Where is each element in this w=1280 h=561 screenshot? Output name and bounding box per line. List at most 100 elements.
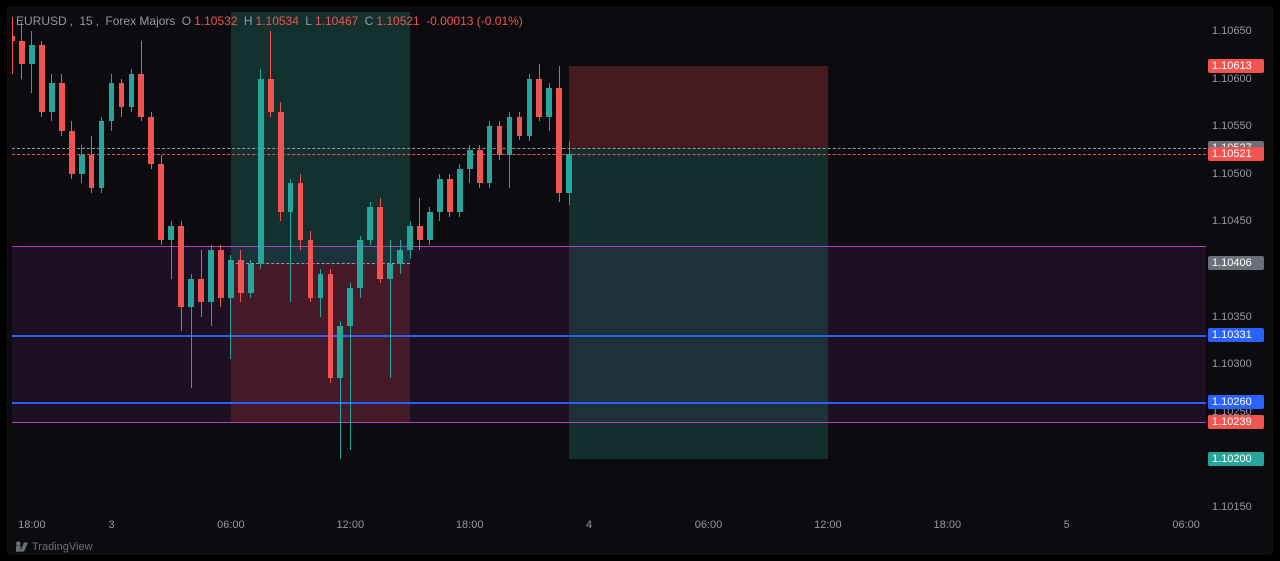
symbol-legend[interactable]: EURUSD, 15, Forex Majors O1.10532 H1.105… (16, 14, 526, 28)
time-tick: 06:00 (1172, 519, 1200, 531)
candle-body[interactable] (457, 169, 463, 212)
candle-body[interactable] (129, 74, 135, 107)
price-tag[interactable]: 1.10521 (1208, 147, 1264, 161)
horizontal-line[interactable] (12, 402, 1206, 404)
candle-body[interactable] (536, 79, 542, 117)
candle-body[interactable] (168, 226, 174, 240)
horizontal-line[interactable] (12, 154, 1206, 155)
candle-body[interactable] (377, 207, 383, 278)
candle-body[interactable] (178, 226, 184, 307)
candle-body[interactable] (447, 179, 453, 212)
candle-body[interactable] (228, 260, 234, 298)
candle-body[interactable] (527, 79, 533, 136)
time-tick: 06:00 (217, 519, 245, 531)
time-axis[interactable]: 18:00306:0012:0018:00406:0012:0018:00506… (12, 513, 1206, 541)
candle-body[interactable] (258, 79, 264, 265)
candle-body[interactable] (29, 45, 35, 64)
time-tick: 5 (1064, 519, 1070, 531)
candle-body[interactable] (99, 121, 105, 188)
ohlc-o: 1.10532 (194, 14, 237, 28)
candle-body[interactable] (268, 79, 274, 112)
candle-body[interactable] (198, 279, 204, 303)
candle-body[interactable] (417, 226, 423, 240)
candle-body[interactable] (437, 179, 443, 212)
ohlc-o-label: O (182, 14, 191, 28)
candle-body[interactable] (109, 83, 115, 121)
chart-frame: 1.106501.106001.105501.105001.104501.103… (6, 6, 1274, 555)
candle-body[interactable] (328, 274, 334, 379)
price-tick: 1.10350 (1206, 311, 1280, 323)
price-tick: 1.10550 (1206, 120, 1280, 132)
candle-body[interactable] (59, 83, 65, 131)
candle-body[interactable] (387, 264, 393, 278)
candle-body[interactable] (288, 183, 294, 212)
price-tick: 1.10450 (1206, 215, 1280, 227)
exchange-name: Forex Majors (105, 14, 175, 28)
tradingview-icon (16, 541, 28, 553)
candle-body[interactable] (487, 126, 493, 183)
tradingview-watermark[interactable]: TradingView (16, 541, 93, 553)
time-tick: 18:00 (18, 519, 46, 531)
candle-body[interactable] (556, 88, 562, 193)
candle-body[interactable] (49, 83, 55, 112)
candle-body[interactable] (517, 117, 523, 136)
ohlc-h-label: H (244, 14, 253, 28)
candle-body[interactable] (427, 212, 433, 241)
candle-body[interactable] (188, 279, 194, 308)
candle-body[interactable] (119, 83, 125, 107)
horizontal-line[interactable] (12, 246, 1206, 247)
watermark-text: TradingView (32, 541, 93, 553)
time-tick: 3 (108, 519, 114, 531)
symbol-name: EURUSD (16, 14, 67, 28)
candle-body[interactable] (357, 240, 363, 288)
price-axis[interactable]: 1.106501.106001.105501.105001.104501.103… (1206, 12, 1274, 507)
drawing-rectangle[interactable] (569, 148, 828, 459)
horizontal-line[interactable] (12, 422, 1206, 423)
price-tag[interactable]: 1.10239 (1208, 415, 1264, 429)
candle-body[interactable] (367, 207, 373, 240)
price-tick: 1.10150 (1206, 501, 1280, 513)
candle-body[interactable] (477, 150, 483, 183)
ohlc-l-label: L (305, 14, 312, 28)
candle-body[interactable] (566, 154, 572, 193)
price-tag[interactable]: 1.10406 (1208, 256, 1264, 270)
candle-body[interactable] (308, 240, 314, 297)
candle-body[interactable] (248, 264, 254, 293)
candle-body[interactable] (148, 117, 154, 165)
price-tag[interactable]: 1.10331 (1208, 328, 1264, 342)
price-tag[interactable]: 1.10613 (1208, 59, 1264, 73)
candle-body[interactable] (497, 126, 503, 155)
candle-body[interactable] (208, 250, 214, 302)
candle-wick (12, 17, 13, 74)
candle-body[interactable] (89, 155, 95, 188)
candle-body[interactable] (407, 226, 413, 250)
time-tick: 18:00 (934, 519, 962, 531)
price-tag[interactable]: 1.10200 (1208, 452, 1264, 466)
plot-area[interactable] (12, 12, 1206, 507)
price-tag[interactable]: 1.10260 (1208, 395, 1264, 409)
candle-body[interactable] (69, 131, 75, 174)
price-tick: 1.10600 (1206, 73, 1280, 85)
candle-body[interactable] (19, 41, 25, 65)
ohlc-l: 1.10467 (315, 14, 358, 28)
horizontal-line[interactable] (12, 148, 1206, 149)
candle-body[interactable] (347, 288, 353, 326)
candle-body[interactable] (39, 45, 45, 112)
candle-body[interactable] (12, 36, 15, 41)
candle-body[interactable] (138, 74, 144, 117)
candle-body[interactable] (467, 150, 473, 169)
candle-body[interactable] (337, 326, 343, 378)
candle-body[interactable] (79, 155, 85, 174)
candle-body[interactable] (318, 274, 324, 298)
candle-body[interactable] (546, 88, 552, 117)
candle-body[interactable] (397, 250, 403, 264)
candle-body[interactable] (238, 260, 244, 293)
candle-body[interactable] (507, 117, 513, 155)
candle-body[interactable] (278, 112, 284, 212)
time-tick: 18:00 (456, 519, 484, 531)
timeframe: 15 (79, 14, 92, 28)
drawing-rectangle[interactable] (569, 66, 828, 148)
candle-body[interactable] (298, 183, 304, 240)
candle-body[interactable] (218, 250, 224, 298)
candle-body[interactable] (158, 164, 164, 240)
